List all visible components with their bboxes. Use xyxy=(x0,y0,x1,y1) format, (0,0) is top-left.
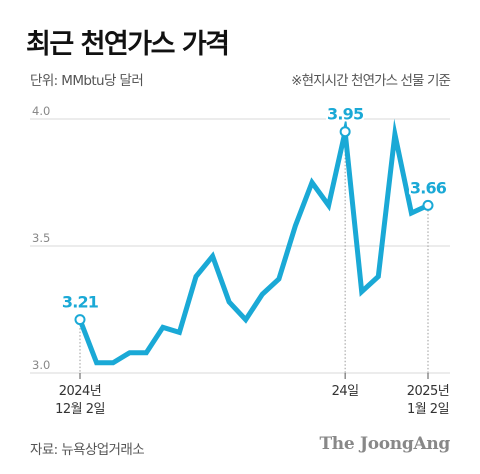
x-tick-label-0-0: 2024년 xyxy=(59,384,102,399)
data-point-0 xyxy=(74,314,86,326)
data-point-21 xyxy=(422,199,434,211)
y-tick-label-3.5: 3.5 xyxy=(32,231,50,245)
data-point-16 xyxy=(339,126,351,138)
x-tick-label-0-1: 12월 2일 xyxy=(55,402,105,417)
chart-title: 최근 천연가스 가격 xyxy=(26,29,230,60)
x-tick-label-21-1: 1월 2일 xyxy=(407,402,449,417)
basis-note: ※현지시간 천연가스 선물 기준 xyxy=(291,73,451,89)
source-note: 자료: 뉴욕상업거래소 xyxy=(30,442,145,458)
unit-note: 단위: MMbtu당 달러 xyxy=(30,73,144,89)
y-tick-label-4.0: 4.0 xyxy=(32,104,50,118)
data-label-21: 3.66 xyxy=(410,178,447,197)
y-tick-label-3.0: 3.0 xyxy=(32,358,50,372)
data-label-16: 3.95 xyxy=(327,105,364,124)
x-tick-label-16-0: 24일 xyxy=(332,384,359,399)
brand-logo: The JoongAng xyxy=(319,434,450,454)
price-series-line xyxy=(77,116,430,366)
data-label-0: 3.21 xyxy=(62,293,99,312)
x-tick-label-21-0: 2025년 xyxy=(407,384,450,399)
